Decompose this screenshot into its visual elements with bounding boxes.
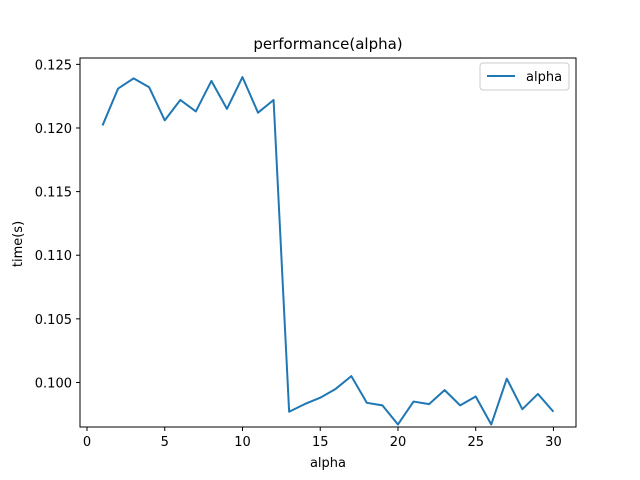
- data-point: [552, 411, 554, 413]
- data-point: [195, 110, 197, 112]
- data-point: [381, 404, 383, 406]
- data-point: [210, 80, 212, 82]
- y-tick-label: 0.100: [35, 376, 72, 391]
- data-point: [133, 77, 135, 79]
- plot-area: [79, 57, 577, 428]
- chart-title: performance(alpha): [253, 35, 402, 53]
- data-point: [506, 378, 508, 380]
- y-tick-label: 0.125: [35, 58, 72, 73]
- x-tick-label: 20: [390, 435, 407, 450]
- data-point: [226, 108, 228, 110]
- data-point: [241, 76, 243, 78]
- data-point: [304, 403, 306, 405]
- data-point: [444, 389, 446, 391]
- data-point: [490, 423, 492, 425]
- x-tick-label: 30: [545, 435, 562, 450]
- x-tick-label: 15: [312, 435, 329, 450]
- legend-box: [479, 62, 570, 91]
- y-axis: 0.100 0.105 0.110 0.115 0.120 0.125: [35, 58, 80, 391]
- data-point: [475, 395, 477, 397]
- x-tick-label: 5: [161, 435, 169, 450]
- plot-frame: [79, 57, 577, 428]
- data-point: [164, 119, 166, 121]
- data-point: [117, 88, 119, 90]
- data-point: [179, 99, 181, 101]
- data-point: [102, 124, 104, 126]
- x-tick-label: 25: [467, 435, 484, 450]
- y-tick-label: 0.115: [35, 186, 72, 201]
- y-tick-label: 0.105: [35, 313, 72, 328]
- legend-label: alpha: [526, 70, 562, 85]
- x-axis-label: alpha: [310, 456, 346, 471]
- data-point: [521, 408, 523, 410]
- data-point: [148, 86, 150, 88]
- data-point: [319, 397, 321, 399]
- data-point: [366, 402, 368, 404]
- data-point: [335, 388, 337, 390]
- data-point: [413, 401, 415, 403]
- series-layer: [101, 76, 555, 426]
- y-tick-label: 0.120: [35, 122, 72, 137]
- legend: alpha: [479, 62, 570, 91]
- data-point: [273, 99, 275, 101]
- data-point: [350, 375, 352, 377]
- data-point: [288, 411, 290, 413]
- x-tick-label: 0: [83, 435, 91, 450]
- data-point: [428, 403, 430, 405]
- series-line-alpha: [101, 76, 555, 426]
- y-axis-label: time(s): [11, 221, 26, 267]
- x-tick-label: 10: [234, 435, 251, 450]
- data-point: [459, 404, 461, 406]
- x-axis: 0 5 10 15 20 25 30: [83, 427, 562, 450]
- data-point: [397, 423, 399, 425]
- y-tick-label: 0.110: [35, 249, 72, 264]
- data-point: [537, 393, 539, 395]
- data-point: [257, 112, 259, 114]
